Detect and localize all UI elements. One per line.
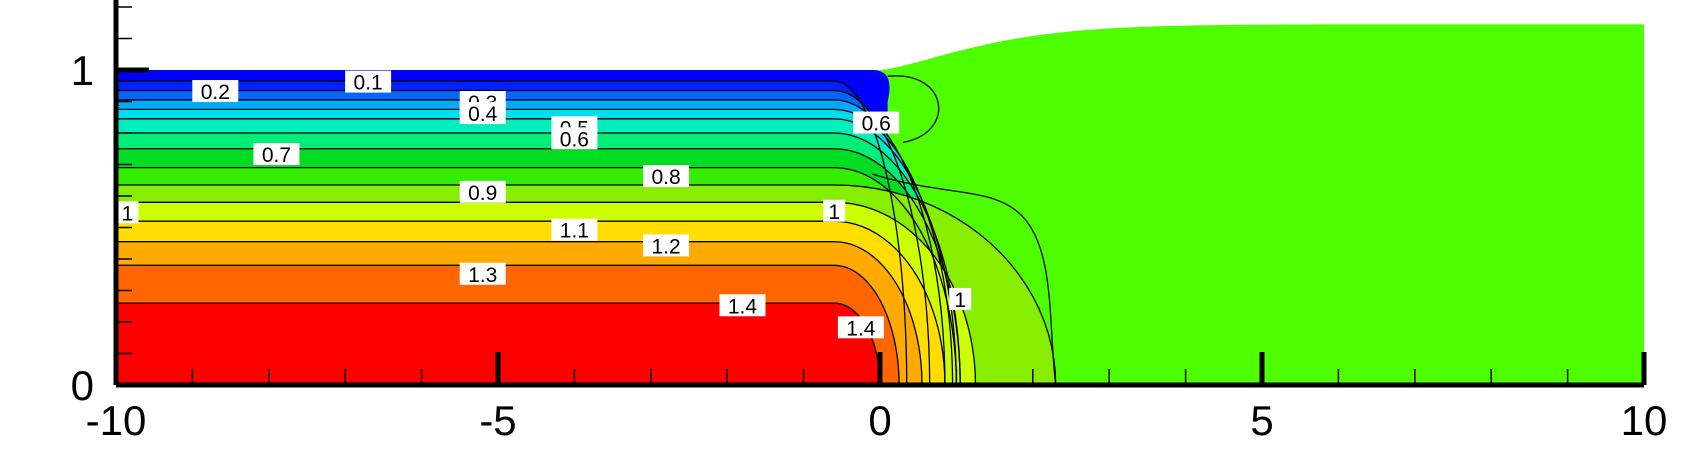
contour-line-level_0.6 — [116, 132, 961, 386]
contour-line-level_0.9 — [116, 184, 1057, 386]
contour-label: 0.6 — [853, 111, 900, 136]
svg-text:0.1: 0.1 — [354, 72, 383, 95]
x-tick-label: -5 — [479, 397, 516, 444]
contour-label: 1.4 — [837, 316, 884, 340]
contour-label-bg — [837, 316, 884, 339]
svg-text:1.4: 1.4 — [728, 295, 758, 318]
svg-text:0.2: 0.2 — [201, 81, 230, 104]
contour-label-bg — [459, 262, 506, 285]
svg-text:1.2: 1.2 — [651, 235, 680, 258]
contour-line-level_0.5 — [116, 118, 958, 386]
contour-label-bg — [345, 70, 392, 93]
contour-label: 1.1 — [551, 218, 598, 243]
svg-text:1: 1 — [828, 201, 840, 224]
contour-label: 1 — [949, 287, 972, 312]
contour-label-bg — [949, 287, 972, 310]
contour-label: 1 — [823, 199, 846, 224]
contour-label-bg — [643, 234, 690, 257]
contour-label: 1.3 — [459, 262, 506, 287]
contour-line-level_1.4 — [116, 302, 881, 386]
contour-label: 0.7 — [253, 143, 300, 167]
band-level_1.4 — [116, 303, 880, 385]
svg-text:0.6: 0.6 — [862, 113, 891, 136]
contour-label-bg — [253, 143, 300, 166]
contour-label-bg — [459, 180, 506, 203]
axes: -10 -5 0 5 10 0 1 — [71, 0, 1668, 444]
contour-label-bg — [853, 111, 900, 134]
contour-label-bg — [823, 199, 846, 222]
contour-label: 1.2 — [643, 234, 690, 258]
contour-label: 0.1 — [345, 70, 392, 95]
svg-text:0.6: 0.6 — [560, 128, 589, 151]
contour-line-level_0.3 — [116, 99, 946, 386]
contour-line-level_1.2 — [116, 241, 923, 386]
contour-label-bg — [192, 80, 239, 103]
contour-label-bg — [116, 201, 139, 224]
contour-label-bg — [551, 127, 598, 150]
contour-labels: 0.10.20.30.40.50.60.70.80.911.11.21.31.4… — [116, 70, 972, 340]
svg-text:0.7: 0.7 — [262, 144, 291, 167]
contour-label: 0.8 — [643, 165, 690, 189]
contour-line-level_0.8 — [116, 167, 958, 386]
contour-label-bg — [643, 165, 690, 188]
svg-text:1.3: 1.3 — [468, 264, 497, 287]
svg-text:0.4: 0.4 — [468, 103, 498, 126]
x-tick-label: 0 — [868, 397, 891, 444]
contour-line-surface — [887, 75, 940, 144]
contour-label: 0.4 — [459, 102, 506, 126]
svg-text:0.8: 0.8 — [651, 166, 680, 189]
x-tick-label: -10 — [86, 397, 147, 444]
x-tick-label: 5 — [1250, 397, 1273, 444]
contour-label: 1 — [116, 201, 139, 225]
y-tick-label: 0 — [71, 362, 94, 409]
svg-text:1: 1 — [954, 289, 966, 312]
svg-text:1.1: 1.1 — [560, 220, 589, 243]
svg-text:1.4: 1.4 — [846, 317, 876, 340]
contour-label: 0.6 — [551, 127, 598, 151]
x-tick-label: 10 — [1621, 397, 1668, 444]
contour-line-level_1.3 — [116, 264, 900, 386]
contour-line-downstream — [872, 173, 1057, 386]
contour-label-bg — [719, 294, 766, 317]
svg-text:1: 1 — [122, 202, 134, 225]
contour-label: 1.4 — [719, 294, 766, 318]
svg-text:0.9: 0.9 — [468, 182, 497, 205]
contour-label: 0.2 — [192, 80, 239, 104]
contour-regions — [116, 24, 1644, 386]
contour-label-bg — [459, 102, 506, 125]
contour-line-level_0.7 — [116, 148, 961, 386]
contour-label: 0.9 — [459, 180, 506, 205]
contour-label-bg — [551, 218, 598, 241]
y-tick-label: 1 — [71, 47, 94, 94]
